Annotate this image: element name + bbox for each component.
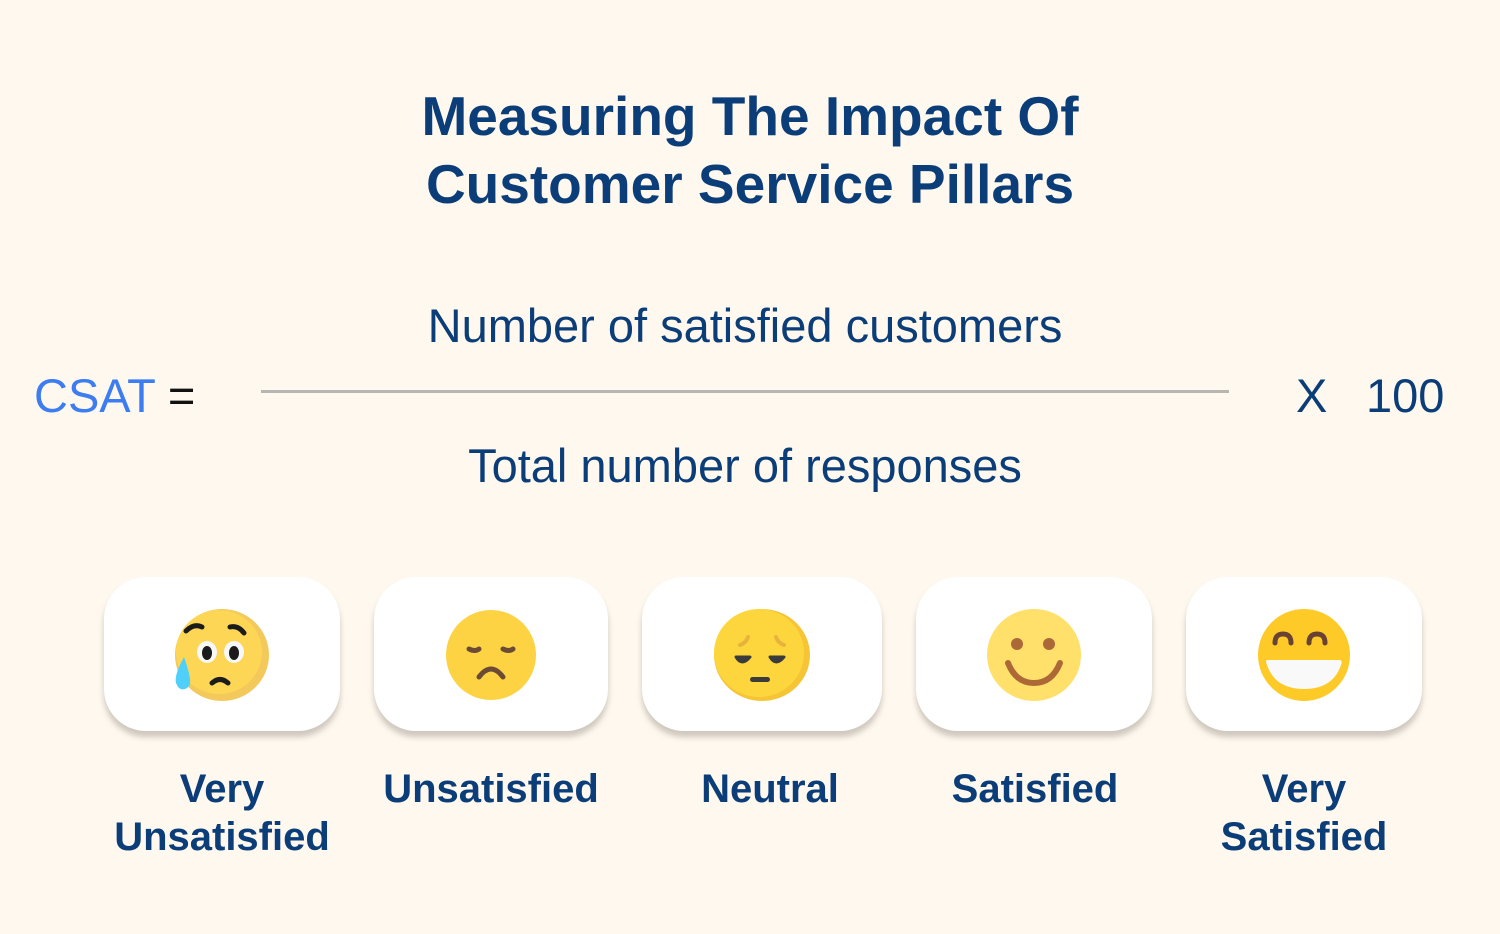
formula-denominator: Total number of responses bbox=[468, 439, 1022, 492]
card-very-unsatisfied bbox=[104, 577, 340, 731]
label-line: Satisfied bbox=[951, 767, 1119, 811]
csat-label: CSAT bbox=[34, 369, 156, 422]
card-very-satisfied bbox=[1186, 577, 1422, 731]
label-line: Very bbox=[1261, 767, 1347, 811]
card-satisfied bbox=[916, 577, 1152, 731]
label-neutral: Neutral bbox=[620, 765, 920, 813]
page-title: Measuring The Impact Of Customer Service… bbox=[0, 82, 1500, 218]
smiling-face-icon bbox=[987, 609, 1081, 701]
label-line: Unsatisfied bbox=[114, 815, 330, 859]
card-neutral bbox=[642, 577, 882, 731]
label-satisfied: Satisfied bbox=[885, 765, 1185, 813]
title-line-2: Customer Service Pillars bbox=[425, 153, 1075, 215]
equals-sign: = bbox=[167, 369, 196, 422]
label-very-unsatisfied: Very Unsatisfied bbox=[72, 765, 372, 861]
anxious-tear-face-icon bbox=[175, 609, 269, 701]
card-unsatisfied bbox=[374, 577, 608, 731]
frowning-face-icon bbox=[446, 610, 536, 700]
fraction-bar bbox=[261, 390, 1229, 393]
label-very-satisfied: Very Satisfied bbox=[1154, 765, 1454, 861]
label-unsatisfied: Unsatisfied bbox=[341, 765, 641, 813]
formula-numerator: Number of satisfied customers bbox=[427, 299, 1063, 352]
grinning-face-icon bbox=[1258, 609, 1350, 701]
label-line: Neutral bbox=[701, 767, 839, 811]
pensive-face-icon bbox=[714, 609, 810, 701]
times-sign: X bbox=[1296, 369, 1328, 422]
label-line: Satisfied bbox=[1220, 815, 1388, 859]
title-line-1: Measuring The Impact Of bbox=[421, 85, 1079, 147]
formula-lhs: CSAT = bbox=[34, 368, 195, 423]
label-line: Unsatisfied bbox=[383, 767, 599, 811]
multiplier: 100 bbox=[1366, 369, 1445, 422]
label-line: Very bbox=[179, 767, 265, 811]
